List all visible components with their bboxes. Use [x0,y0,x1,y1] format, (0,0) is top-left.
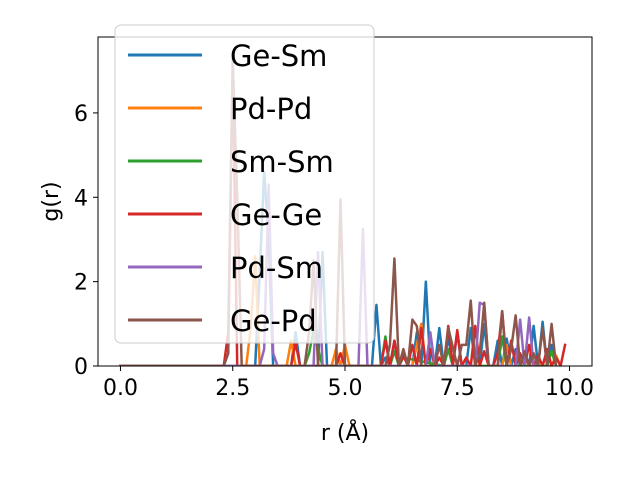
legend: Ge-Sm Pd-Pd Sm-Sm Ge-Ge Pd-Sm Ge-Pd [114,24,375,344]
x-tick-label: 2.5 [215,376,250,401]
x-tick-label: 10.0 [545,376,594,401]
y-tick-label: 2 [74,271,88,296]
x-tick-label: 5.0 [328,376,363,401]
y-axis: 0 2 4 6 [74,102,98,380]
legend-label: Ge-Sm [230,39,327,73]
x-axis-label: r (Å) [321,419,369,446]
y-tick-label: 4 [74,186,88,211]
legend-label: Pd-Pd [230,92,312,126]
y-tick-label: 6 [74,102,88,127]
legend-label: Sm-Sm [230,145,334,179]
x-axis: 0.0 2.5 5.0 7.5 10.0 [103,366,594,401]
x-tick-label: 0.0 [103,376,138,401]
legend-label: Pd-Sm [230,251,323,285]
legend-label: Ge-Ge [230,198,322,232]
x-tick-label: 7.5 [440,376,475,401]
y-axis-label: g(r) [39,181,64,221]
legend-frame [114,24,375,344]
legend-label: Ge-Pd [230,304,317,338]
y-tick-label: 0 [74,355,88,380]
